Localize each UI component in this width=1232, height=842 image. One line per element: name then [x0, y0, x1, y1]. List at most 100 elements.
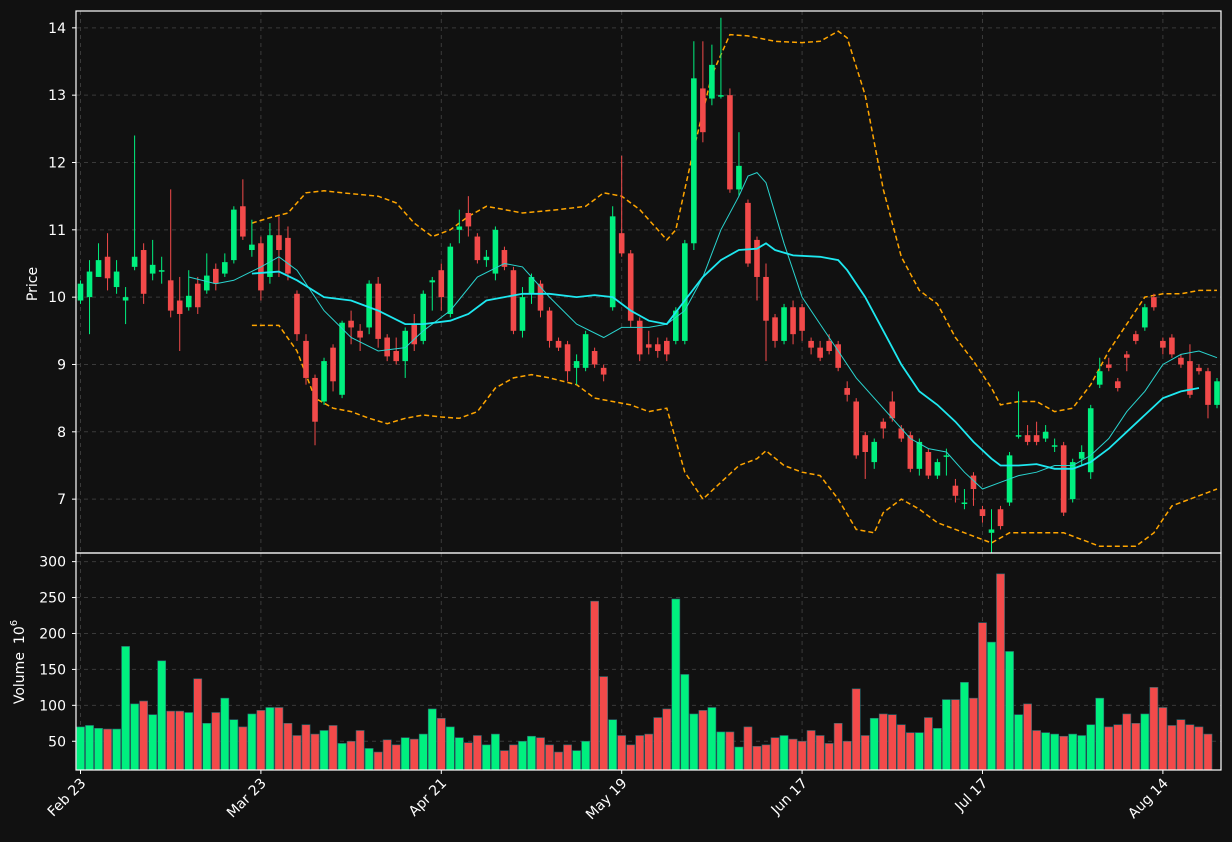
candle-body	[673, 310, 679, 341]
candle	[627, 250, 634, 328]
candle	[682, 239, 688, 345]
volume-bar	[896, 724, 906, 771]
candle-body	[943, 455, 950, 457]
candle-body	[790, 307, 796, 335]
candle	[663, 337, 670, 362]
candle-body	[321, 361, 327, 402]
candle-body	[925, 452, 932, 476]
candle-body	[1124, 354, 1130, 358]
volume-bar	[328, 725, 338, 771]
candle-body	[754, 239, 760, 277]
candle-body	[1105, 364, 1112, 368]
volume-bar	[635, 735, 645, 771]
candle-body	[618, 233, 625, 254]
volume-bar	[581, 740, 590, 771]
candle-body	[582, 334, 589, 368]
volume-bar	[454, 737, 464, 771]
candle-body	[276, 235, 282, 251]
candle-body	[1114, 381, 1121, 389]
volume-bar	[355, 730, 365, 771]
volume-bar	[94, 728, 103, 771]
candle-body	[537, 283, 544, 311]
candle	[465, 196, 472, 237]
candle-body	[1160, 340, 1166, 348]
candle-body	[330, 347, 336, 382]
volume-bar	[960, 682, 969, 771]
candle	[727, 88, 733, 193]
candle	[1051, 438, 1058, 453]
candle	[700, 41, 706, 143]
volume-bar	[788, 738, 798, 771]
volume-bar	[1032, 730, 1041, 771]
volume-bar	[662, 708, 672, 771]
volume-bar	[1077, 735, 1087, 771]
candle-body	[1187, 361, 1193, 395]
candle	[1160, 337, 1166, 355]
volume-bar	[193, 678, 203, 771]
volume-bar	[842, 740, 852, 771]
price-tick-label: 9	[57, 357, 66, 373]
volume-bar	[103, 728, 112, 771]
candle-body	[113, 271, 120, 288]
candles-layer	[77, 17, 1220, 553]
candle	[961, 489, 968, 510]
price-axis-ticks: 7 8 9 10 11 12 13 14	[48, 21, 76, 508]
candle-body	[1042, 431, 1049, 439]
candle-body	[745, 202, 751, 264]
volume-bar	[436, 717, 446, 771]
candle-body	[907, 435, 914, 469]
candle-body	[880, 421, 887, 429]
candle	[934, 458, 941, 479]
candle-body	[86, 271, 93, 298]
volume-bar	[1104, 726, 1114, 771]
volume-axis-label: Volume 106	[9, 620, 28, 704]
volume-bar	[653, 717, 663, 771]
volume-bar	[572, 750, 581, 771]
volume-bar	[797, 740, 807, 771]
candle-body	[231, 209, 237, 261]
candle-body	[167, 280, 174, 311]
candle	[1105, 357, 1112, 372]
price-axis-label: Price	[25, 267, 41, 301]
candle	[330, 344, 336, 392]
moving-averages	[188, 172, 1218, 490]
volume-bar	[716, 731, 726, 771]
candle-body	[808, 340, 814, 348]
candle	[1133, 330, 1139, 345]
candle	[862, 431, 869, 479]
candle-body	[474, 236, 481, 261]
volume-bar	[996, 573, 1005, 771]
candle-body	[1015, 435, 1022, 437]
candle-body	[826, 340, 832, 352]
candle-body	[663, 340, 670, 355]
candle-body	[997, 509, 1004, 527]
candle	[988, 509, 995, 553]
candle	[745, 199, 751, 267]
candle	[140, 243, 147, 304]
candle-body	[844, 388, 850, 395]
candle-body	[122, 297, 129, 301]
candle	[609, 206, 616, 311]
volume-bar	[698, 710, 708, 771]
candle	[194, 276, 201, 314]
volume-tick-label: 50	[48, 734, 66, 750]
candle	[654, 337, 661, 358]
candle-body	[718, 95, 724, 97]
volume-bar	[1041, 732, 1050, 771]
candle-body	[366, 283, 372, 328]
candle-body	[1060, 445, 1067, 513]
volume-bar	[1050, 733, 1060, 771]
volume-bar	[400, 737, 410, 771]
candle	[709, 44, 715, 106]
candle-body	[916, 441, 923, 469]
volume-bar	[491, 733, 500, 771]
candle	[645, 330, 652, 355]
candle-body	[700, 88, 706, 133]
volume-tick-label: 300	[39, 555, 66, 571]
candle-body	[961, 502, 968, 505]
candle	[636, 317, 643, 362]
volume-bar	[445, 726, 455, 771]
candle-body	[609, 216, 616, 308]
candle	[1151, 293, 1157, 311]
volume-bar	[121, 646, 130, 771]
